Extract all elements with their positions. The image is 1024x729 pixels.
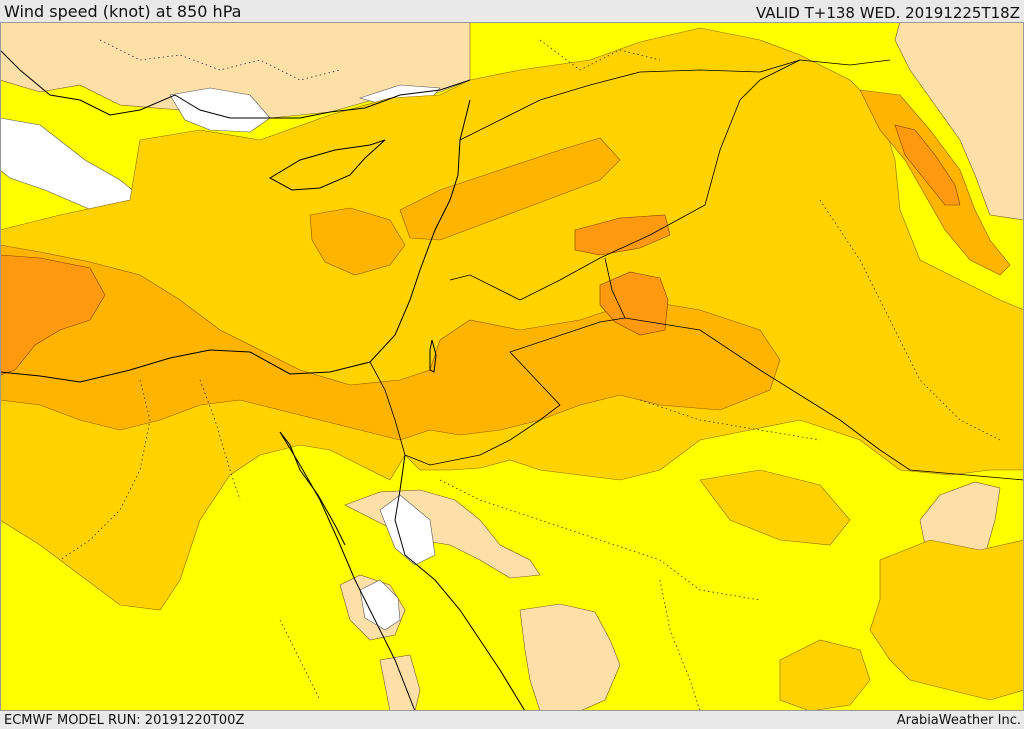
wind-band-white-gulf [379, 494, 436, 566]
coastline-red-sea-east [394, 454, 526, 711]
coastline-gulf-suez [279, 431, 346, 546]
wind-band-gold-east-strip [699, 469, 851, 546]
footer-bar [0, 711, 1024, 729]
wind-band-orange-west [0, 244, 781, 441]
border-line-4 [459, 59, 891, 141]
border-line-1 [369, 317, 1024, 481]
wind-band-white-north [169, 87, 271, 133]
wind-band-peach-south [519, 603, 621, 711]
wind-band-orange-cyprus [309, 207, 406, 276]
coastline-turkey [0, 49, 471, 119]
province-boundaries [59, 39, 1001, 711]
wind-band-gold-southeast [869, 539, 1024, 701]
coastline-cyprus [268, 139, 386, 191]
map-title: Wind speed (knot) at 850 hPa [4, 2, 242, 21]
coastline-dead-sea [429, 339, 437, 373]
wind-band-peach-northeast [894, 22, 1024, 221]
wind-band-gold-south [779, 639, 871, 711]
border-line-3 [604, 257, 626, 319]
valid-time-label: VALID T+138 WED. 20191225T18Z [755, 4, 1020, 22]
wind-band-darkorange-north [574, 214, 671, 256]
wind-band-orange-north [399, 137, 621, 241]
model-run-label: ECMWF MODEL RUN: 20191220T00Z [4, 713, 245, 728]
coastline-red-sea [279, 431, 416, 711]
wind-band-white-redsea [359, 579, 401, 631]
header-bar [0, 0, 1024, 22]
border-line-2 [519, 59, 801, 301]
coastline-mediterranean [0, 99, 471, 383]
wind-speed-map [0, 22, 1024, 711]
border-line-5 [449, 274, 521, 301]
credit-label: ArabiaWeather Inc. [896, 713, 1021, 728]
wind-band-darkorange-east [894, 124, 961, 206]
